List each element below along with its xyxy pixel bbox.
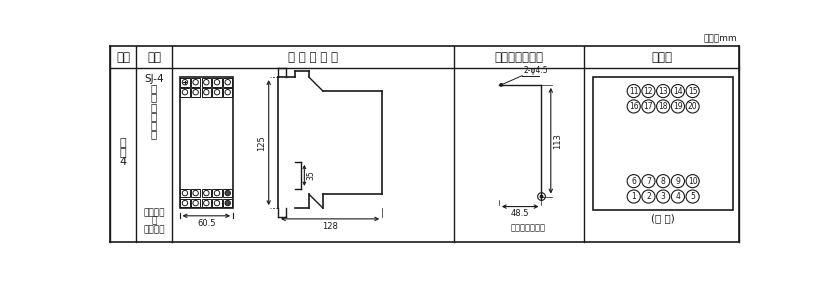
Text: 6: 6	[631, 177, 635, 186]
Bar	[223, 78, 232, 87]
Text: 10: 10	[687, 177, 696, 186]
Text: 外 形 尺 寸 图: 外 形 尺 寸 图	[287, 51, 338, 64]
Text: 18: 18	[657, 102, 667, 111]
Text: 9: 9	[675, 177, 680, 186]
Bar	[212, 189, 221, 197]
Text: 附: 附	[119, 138, 126, 149]
Text: SJ-4: SJ-4	[144, 74, 164, 84]
Text: 8: 8	[660, 177, 665, 186]
Bar	[190, 78, 200, 87]
Bar	[212, 78, 221, 87]
Bar	[180, 88, 190, 97]
Text: 11: 11	[628, 87, 638, 95]
Bar	[180, 189, 190, 197]
Bar	[180, 77, 233, 208]
Bar	[223, 199, 232, 208]
Text: 60.5: 60.5	[197, 219, 215, 228]
Text: 5: 5	[690, 192, 694, 201]
Bar	[190, 88, 200, 97]
Text: 端子图: 端子图	[650, 51, 672, 64]
Bar	[190, 199, 200, 208]
Circle shape	[224, 190, 230, 196]
Text: 35: 35	[306, 170, 315, 180]
Bar	[190, 189, 200, 197]
Text: 安装开孔尺寸图: 安装开孔尺寸图	[494, 51, 543, 64]
Text: 4: 4	[675, 192, 680, 201]
Text: 113: 113	[552, 133, 561, 149]
Bar	[201, 199, 211, 208]
Circle shape	[224, 201, 230, 206]
Text: 125: 125	[257, 135, 266, 151]
Bar	[201, 189, 211, 197]
Text: (正 视): (正 视)	[651, 214, 674, 224]
Text: 图号: 图号	[116, 51, 130, 64]
Text: 1: 1	[631, 192, 635, 201]
Text: 17: 17	[643, 102, 652, 111]
Text: 12: 12	[643, 87, 652, 95]
Circle shape	[498, 83, 503, 87]
Text: 式: 式	[151, 102, 157, 112]
Text: 图: 图	[119, 148, 126, 158]
Text: 卡轨安装: 卡轨安装	[143, 208, 165, 217]
Bar	[180, 199, 190, 208]
Text: 单位：mm: 单位：mm	[703, 34, 737, 43]
Text: 2: 2	[645, 192, 650, 201]
Bar	[593, 77, 732, 210]
Text: 20: 20	[687, 102, 696, 111]
Text: 螺钉安装开孔图: 螺钉安装开孔图	[510, 224, 545, 233]
Text: 凸: 凸	[151, 83, 157, 93]
Text: 线: 线	[151, 130, 157, 139]
Text: 7: 7	[645, 177, 650, 186]
Bar	[201, 88, 211, 97]
Text: 结构: 结构	[147, 51, 161, 64]
Text: 3: 3	[660, 192, 665, 201]
Text: 或: 或	[152, 217, 156, 225]
Text: 螺钉安装: 螺钉安装	[143, 225, 165, 234]
Text: 前: 前	[151, 111, 157, 121]
Text: 16: 16	[628, 102, 638, 111]
Bar	[201, 78, 211, 87]
Text: 48.5: 48.5	[510, 209, 529, 218]
Text: 接: 接	[151, 120, 157, 130]
Text: 2-φ4.5: 2-φ4.5	[523, 66, 547, 75]
Bar	[180, 78, 190, 87]
Text: 4: 4	[119, 157, 127, 167]
Text: 15: 15	[687, 87, 696, 95]
Text: 19: 19	[672, 102, 682, 111]
Bar	[212, 88, 221, 97]
Bar	[223, 189, 232, 197]
Circle shape	[539, 195, 543, 199]
Text: 13: 13	[657, 87, 667, 95]
Bar	[223, 88, 232, 97]
Text: 128: 128	[322, 222, 338, 231]
Text: 出: 出	[151, 93, 157, 103]
Text: 14: 14	[672, 87, 682, 95]
Bar	[212, 199, 221, 208]
